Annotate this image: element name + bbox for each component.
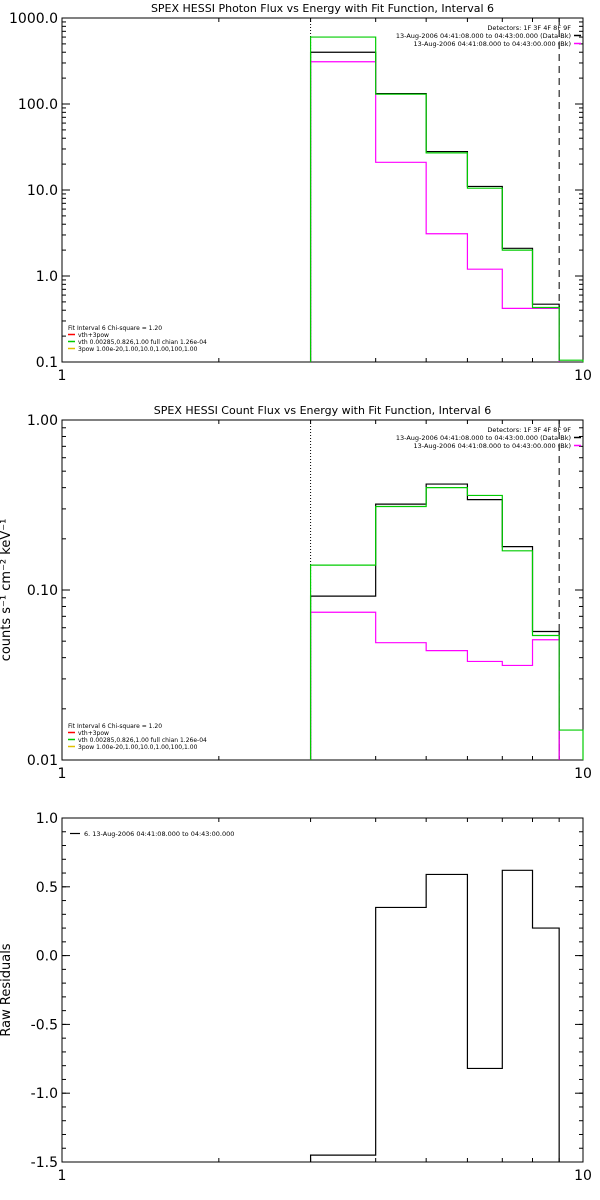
x-tick-label: 10: [574, 368, 592, 384]
y-tick-label: 10.0: [27, 183, 58, 199]
panel-1: SPEX HESSI Photon Flux vs Energy with Fi…: [9, 2, 592, 384]
y-tick-label: 0.0: [36, 949, 58, 965]
x-tick-label: 10: [574, 1168, 592, 1184]
legend-entry: 6. 13-Aug-2006 04:41:08.000 to 04:43:00.…: [84, 830, 234, 838]
series-3-step-line: [309, 487, 584, 760]
y-tick-label: -1.5: [31, 1155, 58, 1171]
x-tick-label: 10: [574, 766, 592, 782]
x-tick-label: 1: [58, 1168, 67, 1184]
y-tick-label: 0.10: [27, 583, 58, 599]
chart-title: SPEX HESSI Photon Flux vs Energy with Fi…: [151, 2, 494, 15]
y-tick-label: -1.0: [31, 1086, 58, 1102]
legend-entry: 3pow 1.00e-20,1.00,10.0,1.00,100,1.00: [78, 744, 198, 751]
y-tick-label: -0.5: [31, 1017, 58, 1033]
legend-entry: vth+3pow: [78, 332, 109, 339]
panel-2: SPEX HESSI Count Flux vs Energy with Fit…: [0, 404, 592, 782]
legend-entry: vth 0.00285,0.826,1.00 full chian 1.26e-…: [78, 737, 207, 744]
legend-entry: vth 0.00285,0.826,1.00 full chian 1.26e-…: [78, 339, 207, 346]
legend-entry: 3pow 1.00e-20,1.00,10.0,1.00,100,1.00: [78, 346, 198, 353]
legend-entry: 13-Aug-2006 04:41:08.000 to 04:43:00.000…: [414, 40, 571, 48]
legend-entry: 13-Aug-2006 04:41:08.000 to 04:43:00.000…: [396, 434, 571, 442]
x-tick-label: 1: [58, 766, 67, 782]
plot-frame: [61, 419, 584, 761]
legend-entry: 13-Aug-2006 04:41:08.000 to 04:43:00.000…: [414, 442, 571, 450]
y-axis-label: Raw Residuals: [0, 943, 14, 1036]
y-tick-label: 100.0: [18, 97, 58, 113]
chart-title: SPEX HESSI Count Flux vs Energy with Fit…: [154, 404, 491, 417]
legend-entry: vth+3pow: [78, 730, 109, 737]
y-tick-label: 1.0: [36, 811, 58, 827]
y-tick-label: 0.5: [36, 880, 58, 896]
legend-entry: Fit Interval 6 Chi-square = 1.20: [68, 325, 162, 332]
series-3-step-line: [309, 36, 584, 362]
x-tick-label: 1: [58, 368, 67, 384]
plot-frame: [61, 817, 584, 1163]
legend-entry: Detectors: 1F 3F 4F 8F 9F: [487, 426, 571, 434]
y-tick-label: 1000.0: [9, 11, 58, 27]
y-tick-label: 0.1: [36, 355, 58, 371]
y-tick-label: 0.01: [27, 753, 58, 769]
series-1-step-line: [309, 869, 560, 1162]
plot-frame: [61, 17, 584, 363]
panel-3: 1.0 0.5 0.0 -0.5 -1.0 -1.51 10 Raw Residuals 6. …: [0, 811, 592, 1184]
legend-entry: Detectors: 1F 3F 4F 8F 9F: [487, 24, 571, 32]
y-axis-label: counts s⁻¹ cm⁻² keV⁻¹: [0, 519, 14, 662]
legend-entry: 13-Aug-2006 04:41:08.000 to 04:43:00.000…: [396, 32, 571, 40]
legend-entry: Fit Interval 6 Chi-square = 1.20: [68, 723, 162, 730]
series-2-step-line: [309, 61, 560, 362]
series-2-step-line: [309, 611, 560, 760]
series-1-step-line: [309, 51, 560, 362]
y-tick-label: 1.0: [36, 269, 58, 285]
y-tick-label: 1.00: [27, 413, 58, 429]
series-1-step-line: [309, 483, 560, 760]
